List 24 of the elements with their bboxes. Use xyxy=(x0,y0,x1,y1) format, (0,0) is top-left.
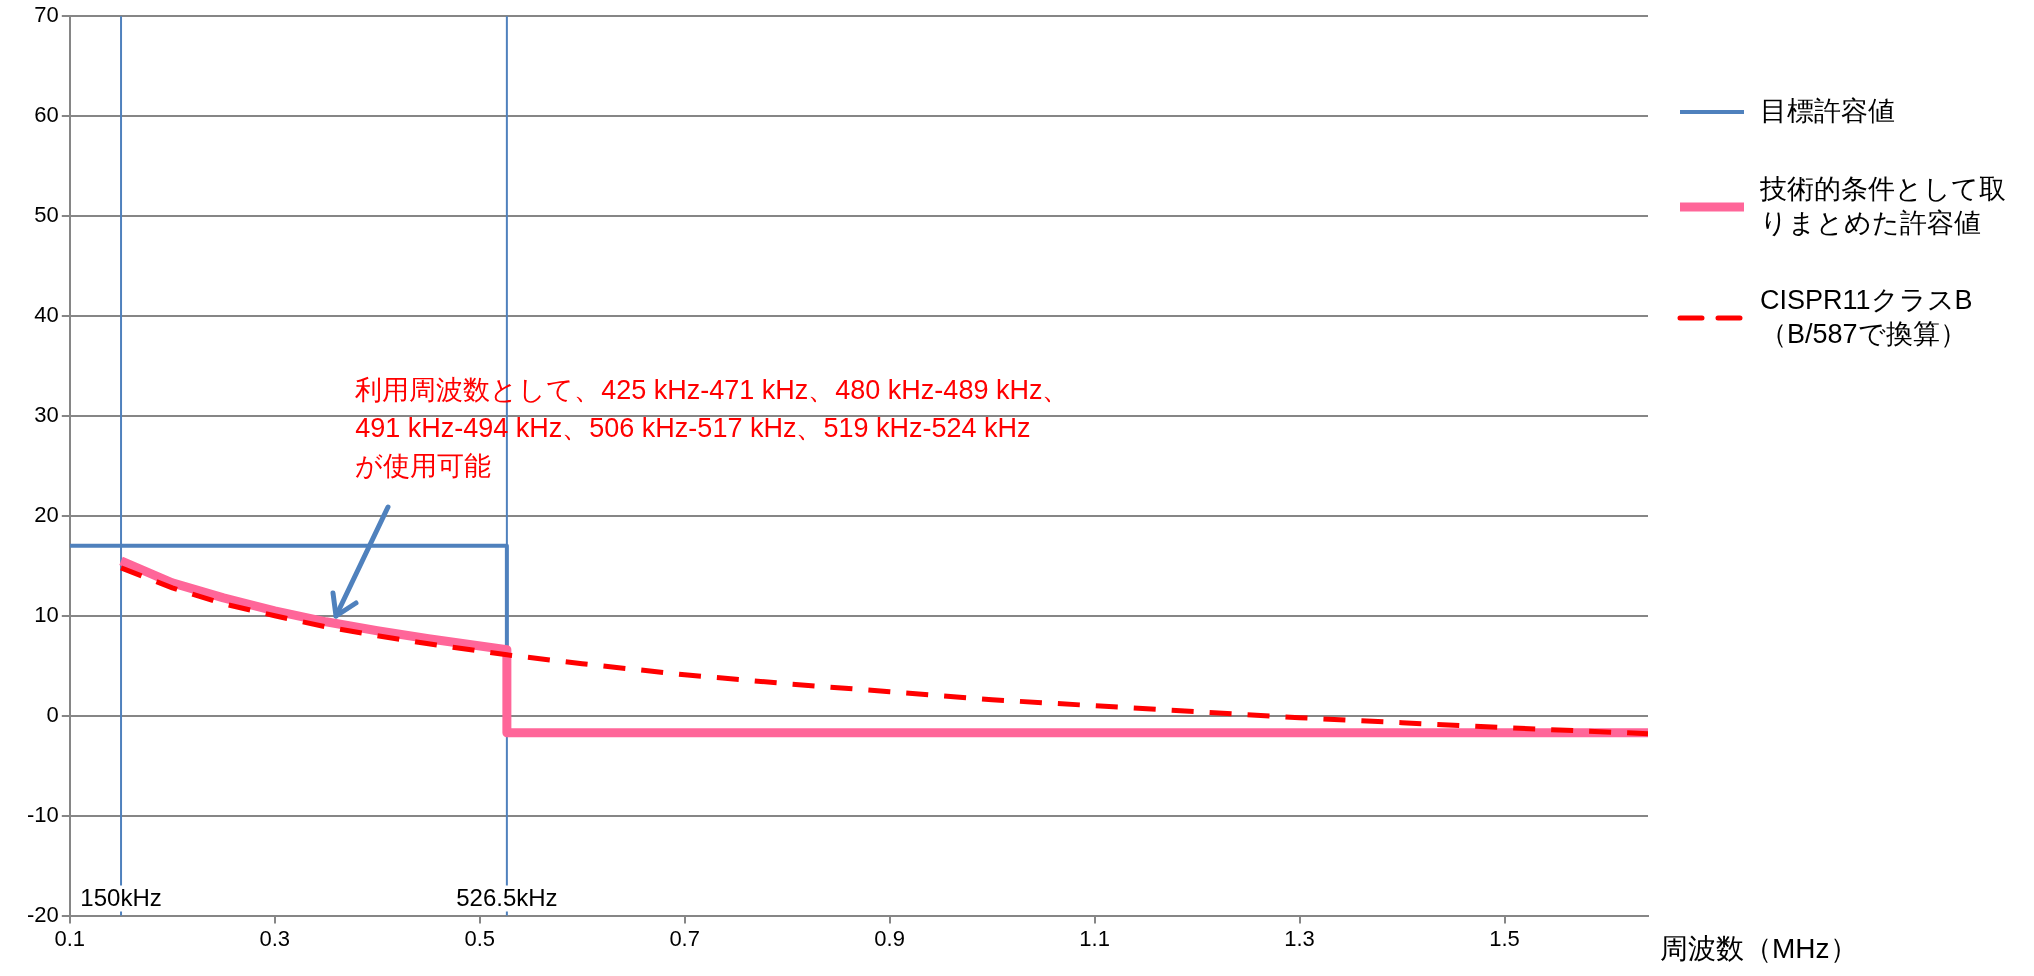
x-tick-label: 1.5 xyxy=(1489,925,1520,951)
y-tick-label: -20 xyxy=(27,901,59,927)
x-tick-label: 0.1 xyxy=(54,925,86,951)
y-tick-label: -10 xyxy=(27,801,59,827)
x-tick-label: 0.3 xyxy=(259,925,291,951)
x-tick-label: 0.5 xyxy=(464,925,496,951)
y-tick-label: 50 xyxy=(34,202,59,228)
y-tick-label: 10 xyxy=(34,601,59,627)
y-tick-label: 20 xyxy=(34,501,59,527)
x-tick-label: 0.9 xyxy=(874,925,905,951)
y-tick-label: 60 xyxy=(34,102,59,128)
y-tick-label: 70 xyxy=(34,2,59,28)
ref-line-label: 526.5kHz xyxy=(456,884,558,912)
x-tick-label: 1.1 xyxy=(1079,925,1110,951)
x-tick-label: 0.7 xyxy=(669,925,700,951)
y-tick-label: 0 xyxy=(46,701,59,727)
y-tick-label: 40 xyxy=(34,302,59,328)
y-tick-label: 30 xyxy=(34,402,59,427)
x-tick-label: 1.3 xyxy=(1284,925,1315,951)
legend-label: 目標許容値 xyxy=(1760,95,1896,128)
legend-label: CISPR11クラスB（B/587で換算） xyxy=(1760,284,1974,351)
ref-line-label: 150kHz xyxy=(80,884,162,912)
legend-label: 技術的条件として取りまとめた許容値 xyxy=(1760,172,2007,240)
x-axis-title: 周波数（MHz） xyxy=(1660,932,1858,966)
